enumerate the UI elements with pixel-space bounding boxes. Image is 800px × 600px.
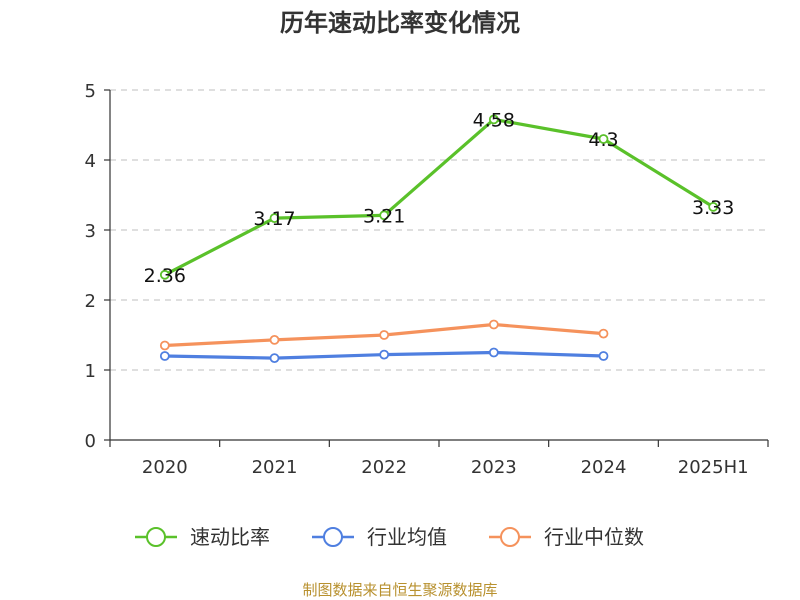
x-tick-label: 2025H1 xyxy=(678,457,749,478)
x-tick-label: 2020 xyxy=(142,457,188,478)
data-point xyxy=(379,349,390,360)
grid-lines xyxy=(110,89,768,371)
series-layer: 2.36 3.17 3.21 4.58 4.3 3.33 xyxy=(144,109,734,364)
data-point xyxy=(488,347,499,358)
x-tick-label: 2024 xyxy=(581,457,627,478)
legend: 速动比率 行业均值 行业中位数 xyxy=(135,525,644,549)
axes: 0 1 2 3 4 5 2020 2021 2022 2023 2024 2025H1 xyxy=(85,81,769,478)
data-point xyxy=(159,351,170,361)
data-point xyxy=(379,330,390,340)
source-note: 制图数据来自恒生聚源数据库 xyxy=(302,581,497,599)
data-label: 3.21 xyxy=(363,205,405,227)
data-point xyxy=(159,340,170,351)
data-point xyxy=(488,114,499,125)
y-tick-label: 3 xyxy=(85,221,96,242)
data-label: 3.17 xyxy=(253,208,295,230)
y-tick-label: 4 xyxy=(85,151,96,172)
data-label: 4.3 xyxy=(588,129,618,151)
data-point xyxy=(269,334,280,345)
legend-marker xyxy=(500,527,520,547)
data-point xyxy=(159,269,170,280)
legend-label: 行业中位数 xyxy=(544,525,644,549)
legend-label: 行业均值 xyxy=(367,525,447,549)
chart-title: 历年速动比率变化情况 xyxy=(280,9,520,37)
legend-marker xyxy=(323,527,343,547)
y-tick-label: 0 xyxy=(85,431,96,452)
data-point xyxy=(269,213,280,224)
data-label: 2.36 xyxy=(144,265,186,287)
legend-marker xyxy=(146,527,166,547)
data-label: 4.58 xyxy=(473,109,515,131)
y-tick-label: 5 xyxy=(85,81,96,102)
x-tick-label: 2022 xyxy=(361,457,407,478)
data-point xyxy=(598,328,609,339)
data-point xyxy=(488,319,499,330)
data-point xyxy=(598,351,609,361)
data-label: 3.33 xyxy=(692,197,734,219)
data-point xyxy=(598,134,609,144)
x-tick-label: 2021 xyxy=(252,457,298,478)
x-tick-label: 2023 xyxy=(471,457,517,478)
data-point xyxy=(708,201,719,212)
data-point xyxy=(379,210,390,221)
y-tick-label: 2 xyxy=(85,291,96,312)
y-tick-label: 1 xyxy=(85,361,96,382)
legend-label: 速动比率 xyxy=(190,525,270,549)
data-point xyxy=(269,353,280,364)
series-line xyxy=(164,117,715,277)
